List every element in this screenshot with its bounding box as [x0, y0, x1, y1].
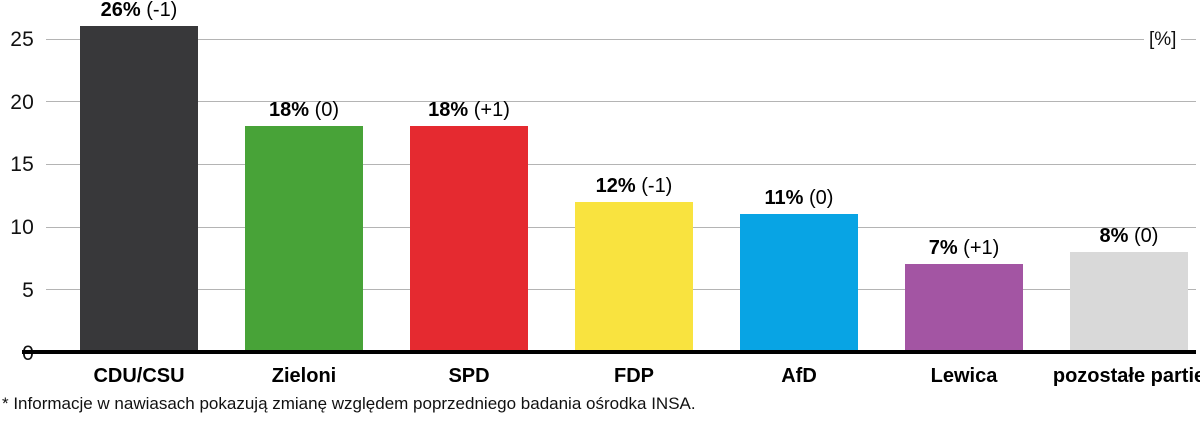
category-label-cdu-csu: CDU/CSU [93, 365, 185, 387]
category-label-fdp: FDP [614, 365, 654, 387]
y-axis-tick-5: 5 [22, 278, 34, 302]
bar-delta-spd: (+1) [473, 99, 510, 122]
bar-value-spd: 18% [428, 99, 469, 122]
y-axis-tick-25: 25 [10, 28, 34, 51]
category-label-pozostale-partie: pozostałe partie [1052, 365, 1200, 387]
bar-zieloni[interactable] [245, 126, 363, 352]
bar-afd[interactable] [740, 214, 858, 352]
bar-delta-zieloni: (0) [314, 99, 340, 122]
bar-pozostale-partie[interactable] [1070, 251, 1188, 352]
bar-value-cdu-csu: 26% [100, 0, 141, 21]
bar-group-zieloni[interactable]: 18% (0) Zieloni [245, 8, 363, 386]
bar-label-spd: 18% (+1) [428, 100, 510, 120]
category-label-zieloni: Zieloni [271, 365, 337, 387]
bar-fdp[interactable] [575, 201, 693, 352]
bar-value-pozostale-partie: 8% [1099, 224, 1129, 247]
gridline-25 [46, 38, 1196, 40]
x-axis-baseline [22, 350, 1196, 354]
bar-label-pozostale-partie: 8% (0) [1100, 226, 1159, 246]
bar-delta-lewica: (+1) [963, 237, 1000, 260]
bar-group-fdp[interactable]: 12% (-1) FDP [575, 8, 693, 386]
bar-value-afd: 11% [764, 187, 804, 210]
bar-delta-fdp: (-1) [641, 174, 673, 197]
bar-series: 26% (-1) CDU/CSU 18% (0) Zieloni 18% (+1… [46, 0, 1200, 386]
bar-value-lewica: 7% [928, 237, 958, 260]
bar-group-cdu-csu[interactable]: 26% (-1) CDU/CSU [80, 0, 198, 386]
footnote: * Informacje w nawiasach pokazują zmianę… [2, 394, 696, 413]
bar-label-lewica: 7% (+1) [929, 238, 1000, 258]
bar-group-pozostale-partie[interactable]: 8% (0) pozostałe partie [1053, 8, 1200, 386]
category-label-spd: SPD [448, 365, 490, 387]
bar-delta-pozostale-partie: (0) [1134, 224, 1159, 247]
bar-delta-cdu-csu: (-1) [146, 0, 178, 21]
bar-label-fdp: 12% (-1) [596, 176, 673, 196]
gridline-20 [46, 101, 1196, 103]
category-label-afd: AfD [781, 365, 817, 387]
bar-lewica[interactable] [905, 264, 1023, 352]
bar-label-cdu-csu: 26% (-1) [101, 0, 178, 20]
bar-value-zieloni: 18% [268, 99, 310, 122]
gridline-15 [46, 163, 1196, 165]
category-label-lewica: Lewica [930, 365, 998, 387]
y-axis-tick-10: 10 [10, 216, 34, 240]
plot-area: 25 20 15 10 5 0 [%] 26% (-1) CDU/CSU 18%… [10, 0, 1200, 386]
bar-group-afd[interactable]: 11% (0) AfD [740, 8, 858, 386]
unit-label: [%] [1144, 30, 1182, 49]
bar-group-spd[interactable]: 18% (+1) SPD [410, 8, 528, 386]
bar-cdu-csu[interactable] [80, 26, 198, 352]
bar-spd[interactable] [410, 126, 528, 352]
bar-label-afd: 11% (0) [765, 188, 834, 208]
y-axis-tick-15: 15 [10, 153, 34, 177]
bar-delta-afd: (0) [809, 187, 834, 210]
bar-group-lewica[interactable]: 7% (+1) Lewica [905, 8, 1023, 386]
y-axis-tick-20: 20 [10, 90, 34, 114]
bar-value-fdp: 12% [595, 174, 636, 197]
bar-label-zieloni: 18% (0) [269, 100, 339, 120]
